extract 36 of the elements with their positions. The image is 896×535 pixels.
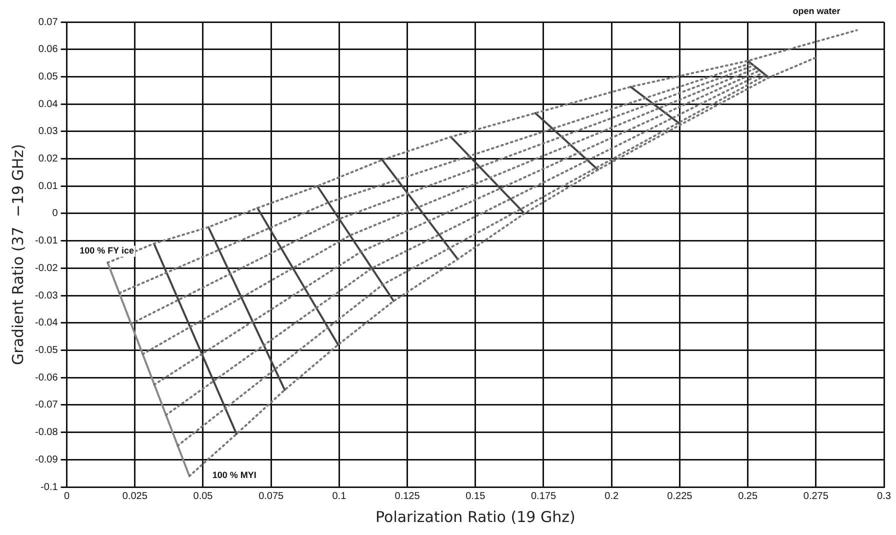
- x-tick-label: 0.2: [604, 490, 619, 502]
- y-tick-label: -0.01: [34, 236, 58, 247]
- x-axis-title: Polarization Ratio (19 Ghz): [376, 508, 576, 526]
- y-tick-label: 0.02: [38, 154, 58, 165]
- annotation: 100 % FY ice: [80, 246, 134, 256]
- y-tick-label: -0.09: [34, 454, 58, 466]
- x-tick-label: 0.225: [667, 490, 693, 502]
- x-tick-label: 0.275: [803, 490, 829, 502]
- y-axis-title: Gradient Ratio (37 −19 GHz): [8, 144, 27, 365]
- x-tick-label: 0.075: [258, 490, 284, 502]
- y-tick-label: 0.04: [38, 98, 58, 110]
- x-tick-label: 0.1: [332, 490, 347, 502]
- x-tick-label: 0.125: [394, 490, 420, 502]
- x-tick-label: 0.175: [530, 490, 556, 502]
- y-tick-label: 0: [52, 208, 58, 220]
- x-tick-label: 0.15: [466, 490, 486, 502]
- annotation: open water: [792, 6, 841, 16]
- y-tick-label: -0.04: [34, 318, 58, 329]
- y-tick-label: 0.06: [38, 44, 58, 56]
- x-tick-label: 0.025: [122, 490, 148, 502]
- y-tick-label: 0.07: [38, 16, 58, 28]
- y-tick-label: -0.02: [34, 262, 58, 274]
- y-tick-label: -0.1: [40, 482, 58, 493]
- y-tick-label: -0.03: [34, 290, 58, 302]
- x-tick-label: 0: [64, 490, 70, 502]
- y-tick-label: 0.01: [38, 180, 58, 192]
- annotation: 100 % MYI: [212, 470, 256, 480]
- y-tick-label: -0.05: [34, 344, 58, 356]
- x-tick-label: 0.3: [877, 490, 892, 502]
- y-tick-label: -0.07: [34, 400, 58, 411]
- y-tick-label: 0.05: [38, 71, 58, 82]
- y-tick-label: -0.06: [34, 372, 58, 384]
- x-tick-label: 0.05: [193, 490, 214, 502]
- y-tick-label: -0.08: [34, 427, 58, 438]
- x-tick-label: 0.25: [738, 490, 758, 502]
- y-tick-label: 0.03: [38, 126, 58, 138]
